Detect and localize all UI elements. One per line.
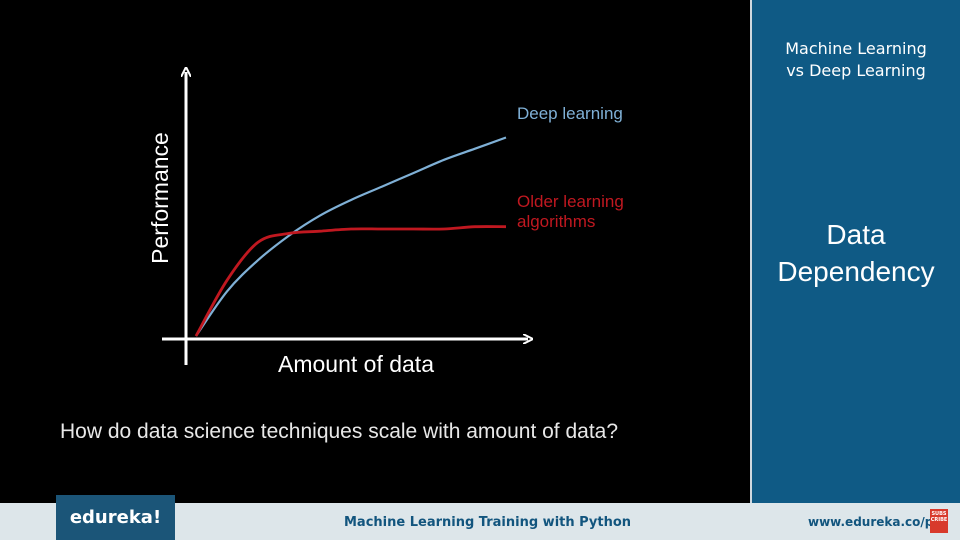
sidebar-title: Machine Learning vs Deep Learning [752, 38, 960, 82]
legend-deep-line1: Deep learning [517, 104, 623, 123]
footer-bar: edureka! Machine Learning Training with … [0, 495, 960, 540]
section-title-line1: Data [826, 219, 886, 250]
series-line-older-learning [194, 225, 507, 337]
series-line-deep-learning [195, 136, 507, 337]
legend-older-learning: Older learning algorithms [517, 192, 629, 231]
subscribe-text-line2: CRIBE [930, 517, 948, 523]
legend-deep-learning: Deep learning [517, 104, 623, 123]
slide-area: Performance Amount of data Deep learning… [60, 0, 629, 443]
sidebar-title-line1: Machine Learning [785, 39, 927, 58]
section-title-line2: Dependency [777, 256, 935, 287]
edureka-logo[interactable]: edureka! [56, 495, 175, 540]
slide-question: How do data science techniques scale wit… [60, 420, 619, 443]
sidebar-title-line2: vs Deep Learning [786, 61, 926, 80]
performance-chart: Performance Amount of data Deep learning… [147, 0, 629, 377]
legend-older-line1: Older learning [517, 192, 624, 211]
sidebar-panel: Machine Learning vs Deep Learning Data D… [750, 0, 960, 503]
x-axis-label: Amount of data [278, 351, 434, 377]
footer-course-title: Machine Learning Training with Python [344, 515, 632, 530]
subscribe-text-line1: SUBS [931, 511, 947, 517]
legend-older-line2: algorithms [517, 212, 595, 231]
footer-url-link[interactable]: www.edureka.co/python [808, 515, 930, 529]
section-title: Data Dependency [752, 216, 960, 290]
y-axis-label: Performance [147, 132, 173, 264]
subscribe-badge[interactable]: SUBS CRIBE [930, 509, 948, 533]
